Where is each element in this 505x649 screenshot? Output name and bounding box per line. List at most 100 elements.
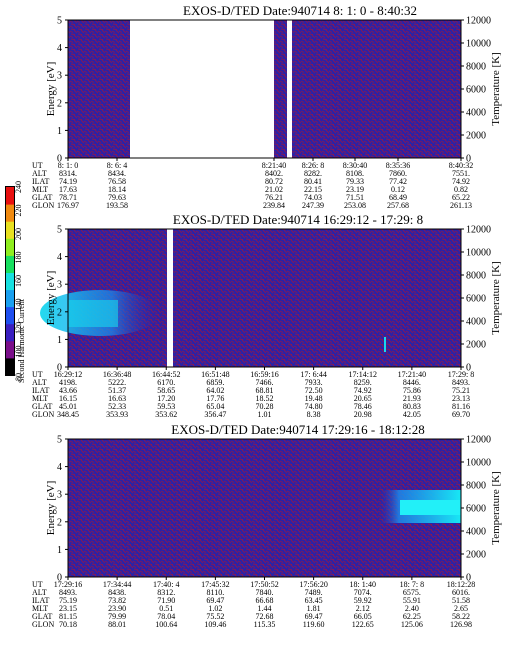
- x-tick-label: 8:26: 8: [302, 161, 324, 170]
- orbit-value: 72.50: [305, 386, 323, 395]
- orbit-value: 80.41: [304, 177, 322, 186]
- colorbar-band: [6, 306, 14, 325]
- orbit-value: 7840.: [256, 588, 274, 597]
- orbit-row-label: UT: [32, 370, 43, 379]
- orbit-row-label: ALT: [32, 378, 47, 387]
- orbit-value: 75.86: [403, 386, 421, 395]
- orbit-value: 8259.: [354, 378, 372, 387]
- orbit-value: 75.52: [206, 612, 224, 621]
- orbit-value: 8314.: [59, 169, 77, 178]
- orbit-value: 73.82: [108, 596, 126, 605]
- x-tick-label: 17:29: 8: [448, 370, 474, 379]
- orbit-value: 7860.: [389, 169, 407, 178]
- orbit-value: 100.64: [155, 620, 177, 629]
- panel-2-spike: [384, 337, 386, 352]
- orbit-value: 8110.: [207, 588, 225, 597]
- orbit-value: 20.65: [354, 394, 372, 403]
- y-tick-label: 5: [57, 16, 62, 27]
- orbit-value: 42.05: [403, 410, 421, 419]
- colorbar-tick-label: 140: [14, 299, 23, 311]
- orbit-row-label: ILAT: [32, 177, 49, 186]
- orbit-value: 17.63: [59, 185, 77, 194]
- orbit-value: 69.47: [305, 612, 323, 621]
- y2-tick-label: 4000: [466, 317, 486, 328]
- x-tick-label: 8:21:40: [262, 161, 286, 170]
- y-axis-label: Energy [eV]: [45, 481, 57, 535]
- orbit-value: 69.47: [206, 596, 224, 605]
- orbit-value: 1.44: [258, 604, 272, 613]
- orbit-value: 7489.: [305, 588, 323, 597]
- orbit-value: 1.02: [208, 604, 222, 613]
- orbit-value: 81.16: [452, 402, 470, 411]
- orbit-value: 23.15: [59, 604, 77, 613]
- orbit-value: 75.21: [452, 386, 470, 395]
- orbit-value: 176.97: [57, 201, 79, 210]
- colorbar-band: [6, 187, 14, 205]
- x-tick-label: 16:44:52: [152, 370, 180, 379]
- y2-tick-label: 10000: [466, 458, 491, 469]
- orbit-value: 7074.: [354, 588, 372, 597]
- panel-2: EXOS-D/TED Date:940714 16:29:12 - 17:29:…: [32, 212, 502, 419]
- y-tick-label: 1: [57, 126, 62, 137]
- y2-tick-label: 6000: [466, 85, 486, 96]
- orbit-value: 8402.: [265, 169, 283, 178]
- orbit-value: 71.51: [346, 193, 364, 202]
- orbit-value: 257.68: [387, 201, 409, 210]
- y2-tick-label: 8000: [466, 62, 486, 73]
- orbit-value: 126.98: [450, 620, 472, 629]
- orbit-value: 75.19: [59, 596, 77, 605]
- colorbar-label: Second Harmonic Current: [17, 298, 26, 383]
- orbit-value: 55.91: [403, 596, 421, 605]
- orbit-value: 20.98: [354, 410, 372, 419]
- colorbar-band: [6, 221, 14, 239]
- colorbar: 80 100 120 140 160 180 200 220 240 Second Harmon…: [5, 181, 26, 383]
- colorbar-tick-label: 160: [14, 275, 23, 287]
- orbit-value: 7933.: [305, 378, 323, 387]
- orbit-value: 80.83: [403, 402, 421, 411]
- y2-tick-label: 0: [466, 363, 471, 374]
- y-tick-label: 0: [57, 573, 62, 584]
- orbit-value: 78.04: [157, 612, 175, 621]
- orbit-value: 62.25: [403, 612, 421, 621]
- y2-axis-label: Temperature [K]: [490, 52, 502, 125]
- x-tick-label: 8:40:32: [449, 161, 473, 170]
- orbit-value: 8108.: [346, 169, 364, 178]
- y-tick-label: 2: [57, 307, 62, 318]
- orbit-value: 21.93: [403, 394, 421, 403]
- y-tick-label: 5: [57, 435, 62, 446]
- orbit-value: 122.65: [352, 620, 374, 629]
- orbit-value: 193.58: [106, 201, 128, 210]
- x-tick-label: 16:36:48: [103, 370, 131, 379]
- y2-tick-label: 0: [466, 573, 471, 584]
- x-tick-label: 17:29:16: [54, 580, 82, 589]
- panel-3: EXOS-D/TED Date:940714 17:29:16 - 18:12:…: [32, 422, 502, 629]
- orbit-value: 88.01: [108, 620, 126, 629]
- orbit-value: 68.49: [389, 193, 407, 202]
- orbit-value: 45.01: [59, 402, 77, 411]
- y-tick-label: 3: [57, 280, 62, 291]
- colorbar-band: [6, 238, 14, 256]
- orbit-value: 17.20: [157, 394, 175, 403]
- orbit-value: 74.92: [452, 177, 470, 186]
- y2-tick-label: 2000: [466, 550, 486, 561]
- orbit-value: 8446.: [403, 378, 421, 387]
- orbit-row-label: ILAT: [32, 596, 49, 605]
- orbit-row-label: GLON: [32, 620, 54, 629]
- colorbar-tick-label: 200: [14, 228, 23, 240]
- y2-axis-label: Temperature [K]: [490, 261, 502, 334]
- x-tick-label: 17: 6:44: [300, 370, 326, 379]
- orbit-value: 119.60: [303, 620, 325, 629]
- orbit-value: 8493.: [59, 588, 77, 597]
- orbit-row-label: GLAT: [32, 612, 53, 621]
- orbit-value: 66.05: [354, 612, 372, 621]
- y2-tick-label: 0: [466, 154, 471, 165]
- orbit-value: 7551.: [452, 169, 470, 178]
- orbit-value: 70.28: [256, 402, 274, 411]
- orbit-row-label: GLON: [32, 410, 54, 419]
- x-tick-label: 17:34:44: [103, 580, 131, 589]
- orbit-row-label: UT: [32, 161, 43, 170]
- colorbar-band: [6, 289, 14, 308]
- orbit-value: 23.13: [452, 394, 470, 403]
- panel-2-data-gap: [167, 229, 173, 367]
